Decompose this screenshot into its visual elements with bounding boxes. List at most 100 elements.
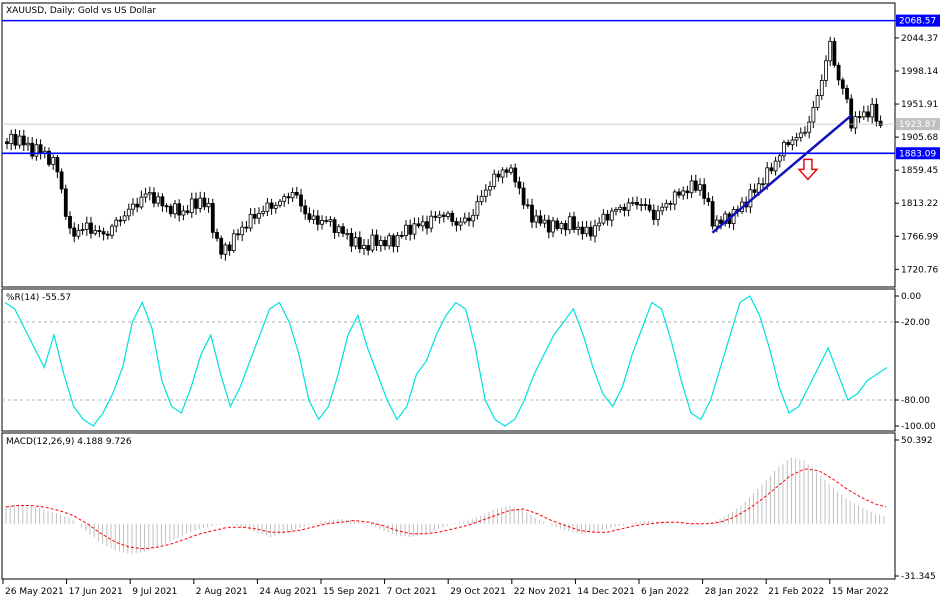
- level-price-tag: [896, 14, 940, 27]
- candle-body: [441, 214, 446, 217]
- candle-body: [622, 206, 627, 211]
- candle-body: [597, 222, 602, 227]
- candle: [328, 216, 333, 227]
- candle-body: [177, 203, 182, 216]
- candle: [437, 210, 442, 224]
- candle: [21, 129, 26, 152]
- candle: [290, 187, 295, 203]
- candle-body: [332, 219, 337, 233]
- candle-body: [152, 192, 156, 204]
- candle-body: [849, 98, 854, 129]
- candle: [370, 229, 375, 253]
- candle: [408, 219, 413, 241]
- candle-body: [551, 220, 555, 233]
- candle: [761, 177, 765, 190]
- candle-body: [59, 171, 64, 190]
- candle: [580, 221, 585, 240]
- candle-body: [794, 137, 799, 141]
- candle-body: [689, 180, 694, 194]
- candle: [181, 205, 186, 221]
- candle: [332, 217, 337, 239]
- candle: [139, 190, 144, 210]
- candle-body: [534, 215, 539, 223]
- candle: [185, 204, 190, 215]
- candle-body: [681, 190, 686, 196]
- candle-body: [807, 121, 812, 133]
- candle-body: [345, 232, 350, 235]
- candle: [815, 89, 820, 111]
- candle: [706, 192, 711, 206]
- candle-body: [370, 234, 375, 251]
- candle-body: [483, 189, 488, 197]
- candle: [622, 203, 627, 217]
- candle-body: [416, 223, 421, 227]
- candle-body: [97, 230, 102, 233]
- candle-body: [605, 213, 610, 221]
- candle: [719, 216, 723, 230]
- candle: [399, 231, 404, 239]
- candle: [51, 154, 56, 170]
- candle-body: [202, 197, 207, 208]
- candle-body: [227, 244, 232, 251]
- williams-panel-frame: [1, 288, 896, 432]
- time-tick-label: 26 May 2021: [5, 587, 64, 597]
- candle-body: [425, 221, 429, 229]
- candle-body: [17, 135, 22, 146]
- candle: [593, 219, 597, 243]
- candle: [63, 184, 68, 220]
- candle: [189, 192, 194, 219]
- candle-body: [811, 107, 816, 123]
- candle: [832, 37, 837, 68]
- candle: [824, 55, 828, 87]
- candle-body: [773, 160, 778, 172]
- candle: [168, 203, 173, 217]
- instrument-label: XAUUSD, Daily: Gold vs US Dollar: [6, 6, 156, 16]
- candle: [450, 210, 455, 227]
- candle: [89, 216, 93, 239]
- price-tick-label: 1766.99: [901, 232, 938, 242]
- candle-body: [454, 221, 459, 226]
- candle: [160, 193, 165, 212]
- candle-body: [677, 191, 681, 196]
- candle-body: [870, 103, 875, 118]
- williams-r-panel: 0.00 -20.00 -80.00 -100.00: [2, 292, 936, 432]
- candle: [240, 221, 245, 242]
- candle: [80, 223, 85, 235]
- candle-body: [429, 215, 434, 229]
- level-price-tag-label: 2068.57: [899, 17, 936, 27]
- time-tick-label: 22 Nov 2021: [514, 587, 572, 597]
- candle-body: [555, 220, 560, 229]
- candle-body: [706, 197, 711, 203]
- trend-line: [711, 114, 853, 234]
- candle-body: [450, 212, 455, 222]
- candle-body: [832, 40, 837, 66]
- candle-body: [572, 216, 576, 230]
- time-tick-label: 29 Oct 2021: [450, 587, 506, 597]
- macd-panel-frame: [1, 432, 896, 580]
- candle-body: [303, 205, 308, 215]
- candle: [265, 197, 270, 216]
- candle-body: [538, 215, 543, 224]
- candle-body: [21, 135, 26, 146]
- candle: [828, 36, 833, 67]
- candle-body: [265, 202, 270, 212]
- candle-body: [866, 111, 870, 118]
- current-price-tag-label: 1923.87: [899, 120, 936, 130]
- candle-body: [567, 216, 572, 231]
- candle: [525, 198, 530, 209]
- candle-body: [399, 235, 404, 237]
- candle-body: [643, 204, 648, 206]
- candle-body: [13, 133, 18, 146]
- candle-body: [395, 235, 400, 247]
- candle-body: [580, 226, 585, 235]
- candle-body: [80, 229, 85, 231]
- candle: [752, 183, 757, 197]
- candle: [206, 197, 211, 213]
- candle: [5, 137, 9, 150]
- price-tick-label: 1813.22: [901, 199, 938, 209]
- candle: [777, 152, 782, 168]
- candle-body: [143, 193, 148, 198]
- candle-body: [513, 167, 518, 183]
- williams-tick-label: -100.00: [901, 422, 936, 432]
